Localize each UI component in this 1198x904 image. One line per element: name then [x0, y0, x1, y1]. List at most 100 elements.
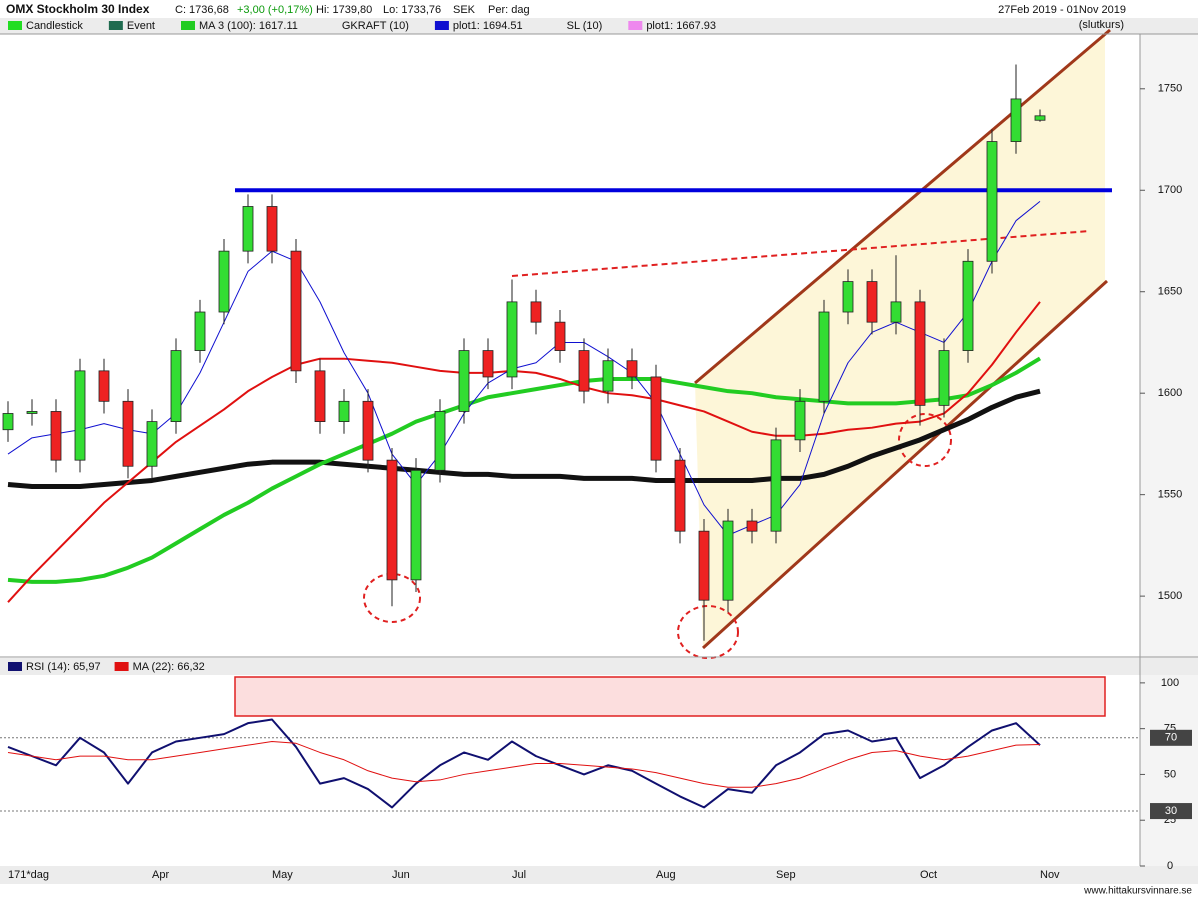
x-tick-label: Oct: [920, 869, 937, 881]
candle-body: [1034, 115, 1046, 121]
range: 27Feb 2019 - 01Nov 2019: [998, 4, 1126, 16]
candle-body: [314, 370, 326, 422]
series-line: [7, 388, 1041, 490]
level-label: 30: [1165, 805, 1177, 817]
change: +3,00 (+0,17%): [237, 4, 313, 16]
candle-body: [554, 321, 566, 351]
candle-body: [98, 370, 110, 402]
x-axis-bar: [0, 866, 1198, 884]
candle-body: [698, 530, 710, 601]
y-tick-label: 0: [1167, 860, 1173, 872]
candle-body: [506, 301, 518, 378]
series-line: [7, 356, 1042, 584]
candle-body: [2, 413, 14, 431]
channel-line: [701, 279, 1109, 650]
candle-body: [458, 350, 470, 412]
legend-swatch: [181, 21, 195, 30]
candle-body: [674, 459, 686, 532]
legend-label: SL (10): [567, 20, 603, 32]
level-box: [1150, 803, 1192, 820]
legend-label: GKRAFT (10): [342, 20, 409, 32]
candle-body: [146, 421, 158, 467]
candle-body: [650, 376, 662, 461]
low: Lo: 1733,76: [383, 4, 441, 16]
y-tick-label: 50: [1164, 768, 1176, 780]
x-tick-label: Apr: [152, 869, 169, 881]
y-tick-label: 1550: [1158, 489, 1182, 501]
candle-body: [266, 206, 278, 252]
legend-swatch: [108, 21, 123, 30]
candle-body: [962, 260, 974, 351]
legend-label: plot1: 1667.93: [646, 20, 716, 32]
series-line: [7, 718, 1041, 809]
y-tick-label: 100: [1161, 677, 1179, 689]
candle-body: [410, 469, 422, 581]
level-box: [1150, 729, 1192, 746]
candle-body: [602, 360, 614, 392]
candle-body: [866, 281, 878, 323]
legend-bar: [0, 18, 1198, 34]
x-tick-label: Jun: [392, 869, 410, 881]
y-tick-label: 1650: [1158, 286, 1182, 298]
x-tick-label: Aug: [656, 869, 676, 881]
candle-body: [578, 350, 590, 392]
series-line: [7, 301, 1041, 603]
legend-label: Candlestick: [26, 20, 83, 32]
legend-label: MA 3 (100): 1617.11: [199, 20, 298, 32]
y-tick-label: 1750: [1158, 83, 1182, 95]
legend-swatch: [114, 662, 129, 671]
candle-body: [914, 301, 926, 406]
legend-swatch: [8, 662, 22, 671]
rsi-legend-bar: [0, 658, 1198, 675]
bar-count: 171*dag: [8, 869, 49, 881]
candle-body: [794, 400, 806, 441]
series-line: [7, 740, 1041, 788]
legend-label: RSI (14): 65,97: [26, 661, 101, 673]
candle-body: [194, 311, 206, 351]
candle-body: [26, 411, 38, 414]
candle-body: [746, 520, 758, 532]
marker-ellipse: [363, 573, 421, 623]
currency: SEK: [453, 4, 476, 16]
marker-ellipse: [898, 413, 952, 467]
legend-swatch: [434, 21, 449, 30]
x-tick-label: Nov: [1040, 869, 1060, 881]
legend-swatch: [8, 21, 22, 30]
period: Per: dag: [488, 4, 530, 16]
site: www.hittakursvinnare.se: [1083, 886, 1192, 897]
channel-fill: [695, 33, 1105, 648]
x-tick-label: Jul: [512, 869, 526, 881]
y-tick-label: 1500: [1158, 590, 1182, 602]
candle-body: [938, 350, 950, 406]
candle-body: [362, 400, 374, 461]
candle-body: [74, 370, 86, 461]
candle-body: [626, 360, 638, 378]
legend-swatch: [628, 21, 643, 30]
candle-body: [890, 301, 902, 323]
candle-body: [218, 250, 230, 313]
high: Hi: 1739,80: [316, 4, 372, 16]
channel-line: [694, 28, 1111, 385]
candle-body: [122, 400, 134, 467]
marker-ellipse: [677, 605, 739, 659]
note: (slutkurs): [1079, 19, 1124, 31]
candle-body: [170, 350, 182, 422]
y-tick-label: 1700: [1158, 184, 1182, 196]
candle-body: [722, 520, 734, 601]
candle-body: [338, 400, 350, 422]
legend-label: Event: [127, 20, 155, 32]
candle-body: [818, 311, 830, 402]
legend-label: MA (22): 66,32: [133, 661, 205, 673]
candle-body: [50, 411, 62, 461]
candle-body: [290, 250, 302, 372]
candle-body: [986, 141, 998, 262]
candle-body: [434, 411, 446, 471]
candle-body: [242, 206, 254, 252]
y-tick-label: 1600: [1158, 387, 1182, 399]
candle-body: [386, 459, 398, 581]
close: C: 1736,68: [175, 4, 229, 16]
candle-body: [842, 281, 854, 313]
candle-body: [1010, 98, 1022, 142]
candle-body: [530, 301, 542, 323]
